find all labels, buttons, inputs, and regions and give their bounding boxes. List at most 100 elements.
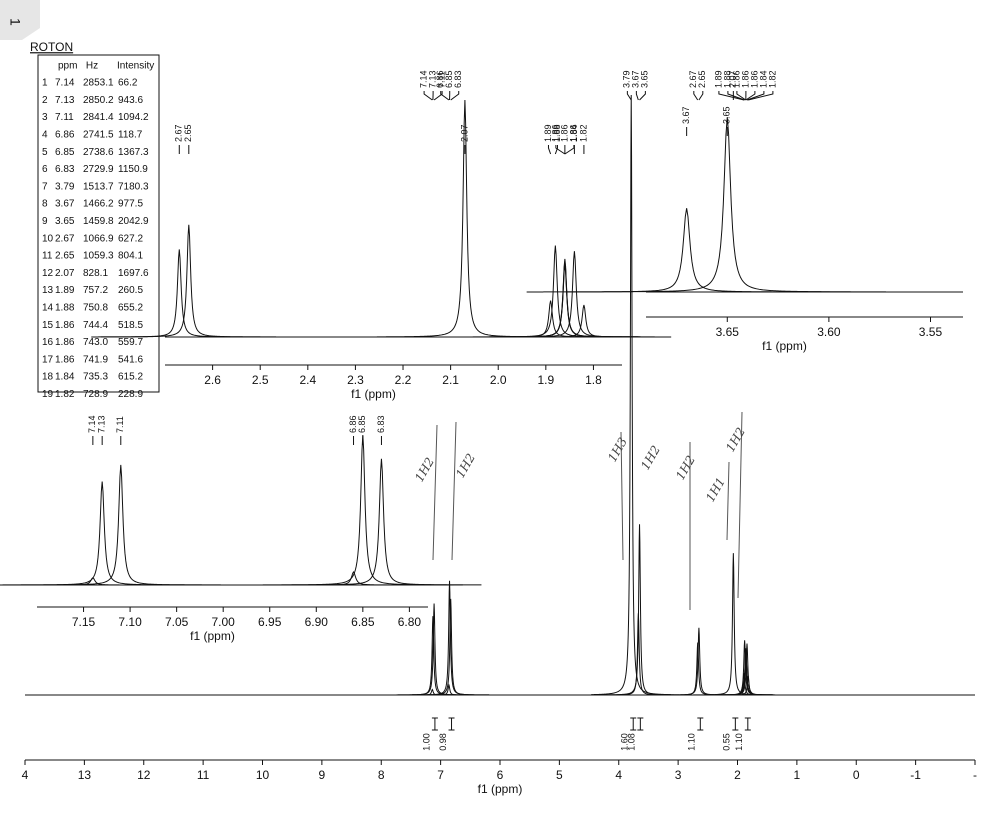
peak-label-leader (440, 91, 450, 101)
x-tick-label: 3 (675, 768, 682, 782)
table-cell: 1459.8 (83, 216, 114, 227)
x-tick-label: 0 (853, 768, 860, 782)
x-tick-label: 1 (794, 768, 801, 782)
table-cell: 741.9 (83, 354, 108, 365)
x-tick-label: 3.65 (716, 325, 740, 339)
x-tick-label: 12 (137, 768, 151, 782)
peak-label: 3.79 (622, 70, 632, 88)
table-cell: 615.2 (118, 372, 143, 383)
x-tick-label: 3.60 (817, 325, 841, 339)
table-cell: 18 (42, 372, 54, 383)
peak-label-leader (450, 91, 460, 101)
table-cell: 10 (42, 233, 54, 244)
x-axis-label: f1 (ppm) (351, 387, 396, 401)
table-cell: 6.86 (55, 130, 75, 141)
peak-label: 1.82 (767, 70, 777, 88)
x-tick-label: 2.0 (490, 373, 507, 387)
peak-label-leader (635, 91, 639, 101)
table-cell: 627.2 (118, 233, 143, 244)
peak (20, 464, 221, 586)
peak (526, 208, 846, 293)
x-tick-label: 6.85 (351, 615, 375, 629)
x-tick-label: 9 (319, 768, 326, 782)
x-tick-label: -1 (910, 768, 921, 782)
handwritten-note: 1H1 (703, 475, 728, 504)
peak (262, 434, 463, 586)
table-cell: 2.65 (55, 251, 75, 262)
table-cell: 1697.6 (118, 268, 149, 279)
integral-label: 1.10 (734, 733, 744, 751)
peak (462, 300, 638, 338)
table-cell: 1.86 (55, 354, 75, 365)
peak-label: 3.67 (631, 70, 641, 88)
x-tick-label: 6 (497, 768, 504, 782)
handwritten-note: 1H2 (723, 425, 748, 454)
table-cell: 1 (42, 78, 48, 89)
table-cell: 1.89 (55, 285, 75, 296)
peak (408, 683, 489, 696)
x-tick-label: 1.8 (585, 373, 602, 387)
table-cell: 11 (42, 251, 53, 262)
peak (281, 458, 482, 586)
peak-label-leader (746, 91, 765, 101)
table-cell: 1.86 (55, 320, 75, 331)
peak-label-leader (554, 145, 558, 155)
table-cell: 2 (42, 95, 48, 106)
table-cell: 17 (42, 354, 54, 365)
table-cell: 743.0 (83, 337, 108, 348)
peak-label-leader (423, 91, 433, 101)
peak (100, 224, 277, 338)
table-cell: 1513.7 (83, 181, 114, 192)
table-cell: 14 (42, 303, 54, 314)
x-tick-label: 3.55 (919, 325, 943, 339)
integral-bracket (637, 717, 644, 731)
table-cell: 7.13 (55, 95, 75, 106)
x-axis-label: f1 (ppm) (478, 782, 523, 796)
peak-label: 1.84 (569, 124, 579, 142)
x-tick-label: 4 (22, 768, 29, 782)
integral-bracket (744, 717, 751, 731)
table-cell: 655.2 (118, 303, 143, 314)
x-tick-label: 11 (197, 768, 210, 782)
table-cell: 1.82 (55, 389, 75, 400)
x-tick-label: 7.05 (165, 615, 189, 629)
peak-label: 3.67 (681, 106, 691, 124)
peak-label: 7.13 (97, 415, 107, 433)
x-tick-label: 7.15 (72, 615, 96, 629)
integral-bracket (431, 717, 438, 731)
table-cell: 4 (42, 130, 48, 141)
peak-label: 3.65 (722, 106, 732, 124)
peak (476, 264, 653, 338)
peak-label-leader (745, 91, 756, 101)
table-cell: 1367.3 (118, 147, 149, 158)
x-tick-label: 7 (437, 768, 444, 782)
table-cell: 2841.4 (83, 112, 114, 123)
x-tick-label: 4 (615, 768, 622, 782)
peak-label-leader (555, 145, 566, 155)
table-cell: 728.9 (83, 389, 108, 400)
table-cell: 518.5 (118, 320, 143, 331)
peak-label-leader (547, 145, 552, 155)
peak (693, 553, 774, 696)
peak (2, 481, 203, 586)
integral-bracket (630, 717, 637, 731)
handwritten-note: 1H2 (412, 455, 437, 484)
table-cell: 804.1 (118, 251, 143, 262)
table-cell: 744.4 (83, 320, 108, 331)
peak-label-leader (748, 91, 774, 101)
integral-bracket (697, 717, 704, 731)
peak (486, 251, 662, 338)
table-cell: 3 (42, 112, 48, 123)
x-tick-label: 2.5 (252, 373, 269, 387)
table-cell: 2853.1 (83, 78, 114, 89)
peak-label: 1.86 (740, 70, 750, 88)
tab-number: 1 (7, 18, 23, 26)
peak-label: 2.65 (183, 124, 193, 142)
x-tick-label: 6.90 (305, 615, 329, 629)
handwritten-note: 1H2 (453, 451, 478, 480)
table-cell: 828.1 (83, 268, 108, 279)
x-tick-label: 6.80 (398, 615, 422, 629)
table-cell: 1.84 (55, 372, 75, 383)
table-cell: 977.5 (118, 199, 143, 210)
